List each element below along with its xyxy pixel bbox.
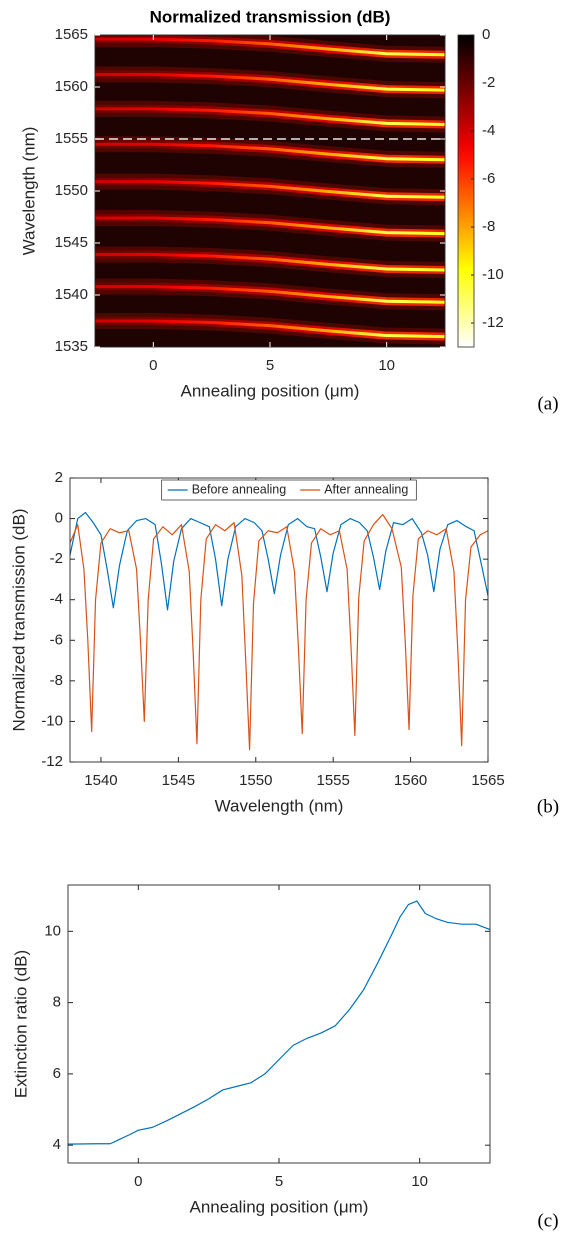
colorbar — [457, 34, 475, 348]
x-tick-label: 1555 — [316, 772, 349, 789]
y-tick-label: 1545 — [55, 234, 88, 251]
chart-title: Normalized transmission (dB) — [150, 7, 391, 26]
y-tick-label: 1535 — [55, 338, 88, 355]
data-line — [70, 511, 488, 611]
y-axis-label: Wavelength (nm) — [19, 127, 38, 256]
colorbar-tick-label: -8 — [482, 218, 495, 235]
y-tick-label: -8 — [50, 672, 63, 689]
axes-box — [69, 477, 489, 763]
resonance-line — [95, 107, 445, 126]
colorbar-tick-label: -10 — [482, 266, 504, 283]
plot-area — [95, 35, 445, 347]
colorbar-tick-label: -4 — [482, 122, 495, 139]
y-axis-label: Extinction ratio (dB) — [11, 950, 30, 1098]
resonance-line — [95, 216, 445, 236]
y-tick-label: 1560 — [55, 78, 88, 95]
y-tick-label: -10 — [41, 712, 63, 729]
colorbar-tick-label: -6 — [482, 170, 495, 187]
axes-box — [67, 884, 491, 1164]
colorbar-tick-label: 0 — [482, 26, 490, 43]
y-tick-label: 1550 — [55, 182, 88, 199]
data-line — [70, 513, 488, 751]
resonance-line — [95, 319, 445, 339]
x-tick-label: 10 — [411, 1173, 428, 1190]
y-tick-label: 1540 — [55, 286, 88, 303]
panel-label: (a) — [537, 393, 558, 414]
x-tick-label: 5 — [275, 1173, 283, 1190]
x-tick-label: 1560 — [394, 772, 427, 789]
resonance-line — [95, 180, 445, 199]
panel-label: (b) — [537, 796, 559, 817]
x-tick-label: 10 — [378, 357, 395, 374]
data-line — [68, 900, 490, 1145]
resonance-line — [95, 142, 445, 162]
y-tick-label: 10 — [44, 922, 61, 939]
y-tick-label: -12 — [41, 753, 63, 770]
legend-label: After annealing — [324, 482, 408, 496]
resonance-line — [95, 285, 445, 304]
plot-area — [68, 900, 490, 1145]
y-tick-label: 1555 — [55, 130, 88, 147]
y-axis-label: Normalized transmission (dB) — [9, 509, 28, 732]
x-tick-label: 1545 — [162, 772, 195, 789]
x-tick-label: 1550 — [239, 772, 272, 789]
panel-label: (c) — [537, 1210, 558, 1231]
y-tick-label: 1565 — [55, 26, 88, 43]
y-tick-label: -4 — [50, 591, 63, 608]
legend-box — [161, 479, 417, 501]
resonance-line — [95, 73, 445, 92]
x-tick-label: 0 — [149, 357, 157, 374]
y-tick-label: 2 — [55, 469, 63, 486]
y-tick-label: 4 — [53, 1136, 61, 1153]
y-tick-label: -6 — [50, 631, 63, 648]
x-axis-label: Annealing position (μm) — [181, 381, 360, 400]
x-tick-label: 0 — [134, 1173, 142, 1190]
resonance-line — [95, 252, 445, 272]
x-tick-label: 1565 — [471, 772, 504, 789]
x-tick-label: 1540 — [84, 772, 117, 789]
x-tick-label: 5 — [266, 357, 274, 374]
y-tick-label: -2 — [50, 550, 63, 567]
x-axis-label: Wavelength (nm) — [215, 796, 344, 815]
plot-area — [70, 511, 488, 751]
y-tick-label: 6 — [53, 1065, 61, 1082]
legend-label: Before annealing — [192, 482, 287, 496]
y-tick-label: 8 — [53, 994, 61, 1011]
x-axis-label: Annealing position (μm) — [190, 1197, 369, 1216]
colorbar-tick-label: -12 — [482, 314, 504, 331]
y-tick-label: 0 — [55, 510, 63, 527]
colorbar-tick-label: -2 — [482, 74, 495, 91]
legend: Before annealing After annealing — [161, 479, 417, 501]
